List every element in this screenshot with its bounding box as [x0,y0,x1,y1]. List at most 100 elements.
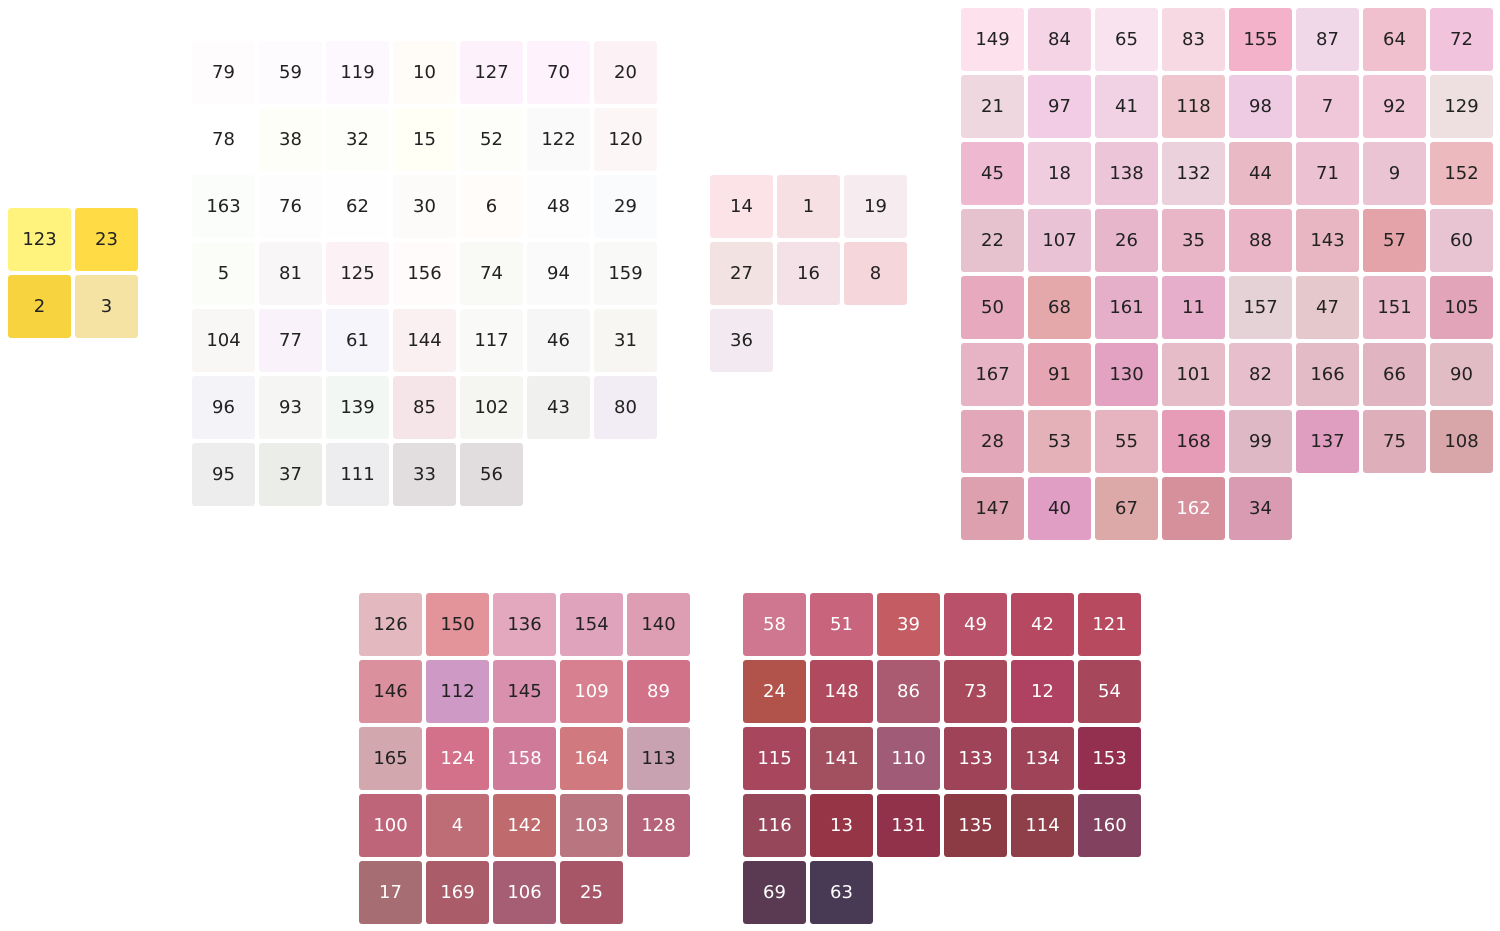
color-swatch[interactable]: 68 [1028,276,1091,339]
color-swatch[interactable]: 52 [460,108,523,171]
color-swatch[interactable]: 23 [75,208,138,271]
color-swatch[interactable]: 139 [326,376,389,439]
color-swatch[interactable]: 78 [192,108,255,171]
color-swatch[interactable]: 112 [426,660,489,723]
color-swatch[interactable]: 35 [1162,209,1225,272]
color-swatch[interactable]: 55 [1095,410,1158,473]
color-swatch[interactable]: 125 [326,242,389,305]
color-swatch[interactable]: 15 [393,108,456,171]
color-swatch[interactable]: 113 [627,727,690,790]
color-swatch[interactable]: 28 [961,410,1024,473]
color-swatch[interactable]: 20 [594,41,657,104]
color-swatch[interactable]: 39 [877,593,940,656]
color-swatch[interactable]: 50 [961,276,1024,339]
color-swatch[interactable]: 163 [192,175,255,238]
color-swatch[interactable]: 115 [743,727,806,790]
color-swatch[interactable]: 25 [560,861,623,924]
color-swatch[interactable]: 119 [326,41,389,104]
color-swatch[interactable]: 36 [710,309,773,372]
color-swatch[interactable]: 67 [1095,477,1158,540]
color-swatch[interactable]: 140 [627,593,690,656]
color-swatch[interactable]: 61 [326,309,389,372]
color-swatch[interactable]: 95 [192,443,255,506]
color-swatch[interactable]: 74 [460,242,523,305]
color-swatch[interactable]: 53 [1028,410,1091,473]
color-swatch[interactable]: 64 [1363,8,1426,71]
color-swatch[interactable]: 124 [426,727,489,790]
color-swatch[interactable]: 60 [1430,209,1493,272]
color-swatch[interactable]: 108 [1430,410,1493,473]
color-swatch[interactable]: 65 [1095,8,1158,71]
color-swatch[interactable]: 76 [259,175,322,238]
color-swatch[interactable]: 122 [527,108,590,171]
color-swatch[interactable]: 117 [460,309,523,372]
color-swatch[interactable]: 86 [877,660,940,723]
color-swatch[interactable]: 33 [393,443,456,506]
color-swatch[interactable]: 71 [1296,142,1359,205]
color-swatch[interactable]: 98 [1229,75,1292,138]
color-swatch[interactable]: 5 [192,242,255,305]
color-swatch[interactable]: 27 [710,242,773,305]
color-swatch[interactable]: 89 [627,660,690,723]
color-swatch[interactable]: 126 [359,593,422,656]
color-swatch[interactable]: 73 [944,660,1007,723]
color-swatch[interactable]: 47 [1296,276,1359,339]
color-swatch[interactable]: 3 [75,275,138,338]
color-swatch[interactable]: 152 [1430,142,1493,205]
color-swatch[interactable]: 31 [594,309,657,372]
color-swatch[interactable]: 136 [493,593,556,656]
color-swatch[interactable]: 24 [743,660,806,723]
color-swatch[interactable]: 154 [560,593,623,656]
color-swatch[interactable]: 165 [359,727,422,790]
color-swatch[interactable]: 34 [1229,477,1292,540]
color-swatch[interactable]: 10 [393,41,456,104]
color-swatch[interactable]: 19 [844,175,907,238]
color-swatch[interactable]: 142 [493,794,556,857]
color-swatch[interactable]: 75 [1363,410,1426,473]
color-swatch[interactable]: 97 [1028,75,1091,138]
color-swatch[interactable]: 146 [359,660,422,723]
color-swatch[interactable]: 131 [877,794,940,857]
color-swatch[interactable]: 162 [1162,477,1225,540]
color-swatch[interactable]: 88 [1229,209,1292,272]
color-swatch[interactable]: 157 [1229,276,1292,339]
color-swatch[interactable]: 149 [961,8,1024,71]
color-swatch[interactable]: 132 [1162,142,1225,205]
color-swatch[interactable]: 59 [259,41,322,104]
color-swatch[interactable]: 150 [426,593,489,656]
color-swatch[interactable]: 12 [1011,660,1074,723]
color-swatch[interactable]: 92 [1363,75,1426,138]
color-swatch[interactable]: 7 [1296,75,1359,138]
color-swatch[interactable]: 159 [594,242,657,305]
color-swatch[interactable]: 164 [560,727,623,790]
color-swatch[interactable]: 2 [8,275,71,338]
color-swatch[interactable]: 128 [627,794,690,857]
color-swatch[interactable]: 9 [1363,142,1426,205]
color-swatch[interactable]: 100 [359,794,422,857]
color-swatch[interactable]: 138 [1095,142,1158,205]
color-swatch[interactable]: 145 [493,660,556,723]
color-swatch[interactable]: 134 [1011,727,1074,790]
color-swatch[interactable]: 40 [1028,477,1091,540]
color-swatch[interactable]: 32 [326,108,389,171]
color-swatch[interactable]: 56 [460,443,523,506]
color-swatch[interactable]: 29 [594,175,657,238]
color-swatch[interactable]: 168 [1162,410,1225,473]
color-swatch[interactable]: 94 [527,242,590,305]
color-swatch[interactable]: 11 [1162,276,1225,339]
color-swatch[interactable]: 109 [560,660,623,723]
color-swatch[interactable]: 103 [560,794,623,857]
color-swatch[interactable]: 81 [259,242,322,305]
color-swatch[interactable]: 37 [259,443,322,506]
color-swatch[interactable]: 133 [944,727,1007,790]
color-swatch[interactable]: 22 [961,209,1024,272]
color-swatch[interactable]: 42 [1011,593,1074,656]
color-swatch[interactable]: 18 [1028,142,1091,205]
color-swatch[interactable]: 72 [1430,8,1493,71]
color-swatch[interactable]: 16 [777,242,840,305]
color-swatch[interactable]: 118 [1162,75,1225,138]
color-swatch[interactable]: 160 [1078,794,1141,857]
color-swatch[interactable]: 102 [460,376,523,439]
color-swatch[interactable]: 143 [1296,209,1359,272]
color-swatch[interactable]: 54 [1078,660,1141,723]
